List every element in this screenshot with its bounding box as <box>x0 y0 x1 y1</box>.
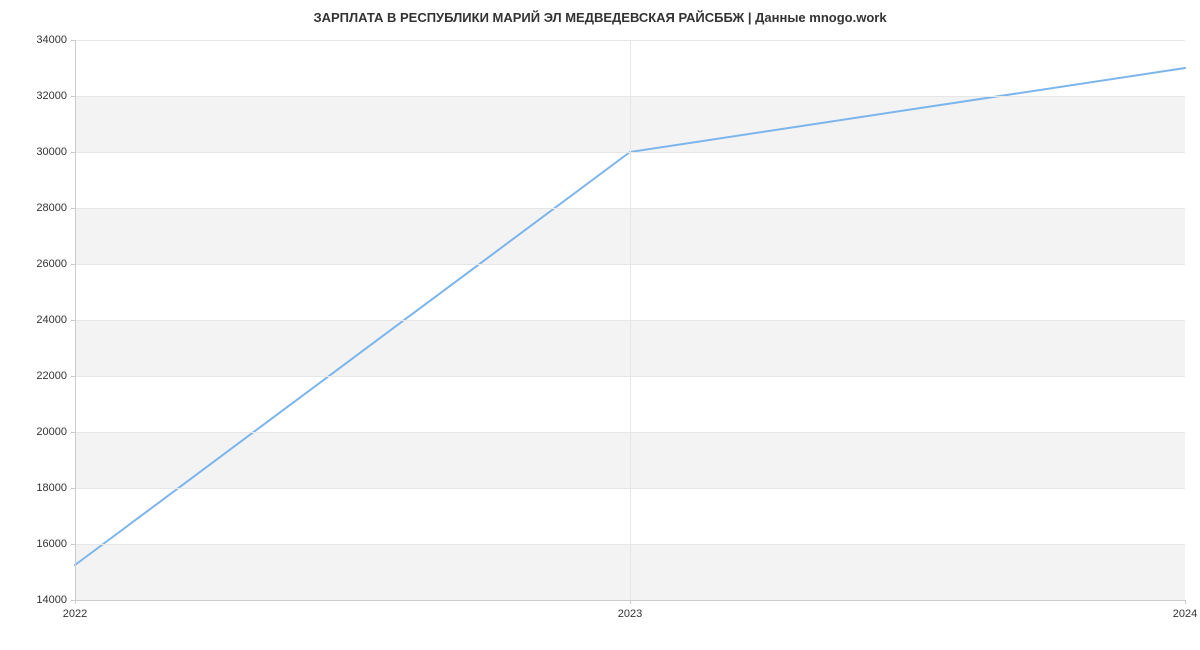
x-axis-line <box>75 600 1185 601</box>
chart-container: ЗАРПЛАТА В РЕСПУБЛИКИ МАРИЙ ЭЛ МЕДВЕДЕВС… <box>0 0 1200 650</box>
grid-line-v <box>630 40 631 600</box>
y-tick-label: 18000 <box>36 482 67 494</box>
x-tick-label: 2023 <box>618 608 642 620</box>
y-tick-label: 26000 <box>36 258 67 270</box>
chart-title: ЗАРПЛАТА В РЕСПУБЛИКИ МАРИЙ ЭЛ МЕДВЕДЕВС… <box>0 10 1200 25</box>
y-tick-label: 34000 <box>36 34 67 46</box>
y-tick-label: 30000 <box>36 146 67 158</box>
x-tick-label: 2022 <box>63 608 87 620</box>
y-tick-label: 22000 <box>36 370 67 382</box>
x-tick-label: 2024 <box>1173 608 1197 620</box>
y-tick-label: 24000 <box>36 314 67 326</box>
y-axis-line <box>75 40 76 600</box>
y-tick-label: 32000 <box>36 90 67 102</box>
x-tick-mark <box>1185 600 1186 604</box>
y-tick-label: 16000 <box>36 538 67 550</box>
plot-area: 1400016000180002000022000240002600028000… <box>75 40 1185 600</box>
y-tick-label: 20000 <box>36 426 67 438</box>
y-tick-label: 14000 <box>36 594 67 606</box>
y-tick-label: 28000 <box>36 202 67 214</box>
